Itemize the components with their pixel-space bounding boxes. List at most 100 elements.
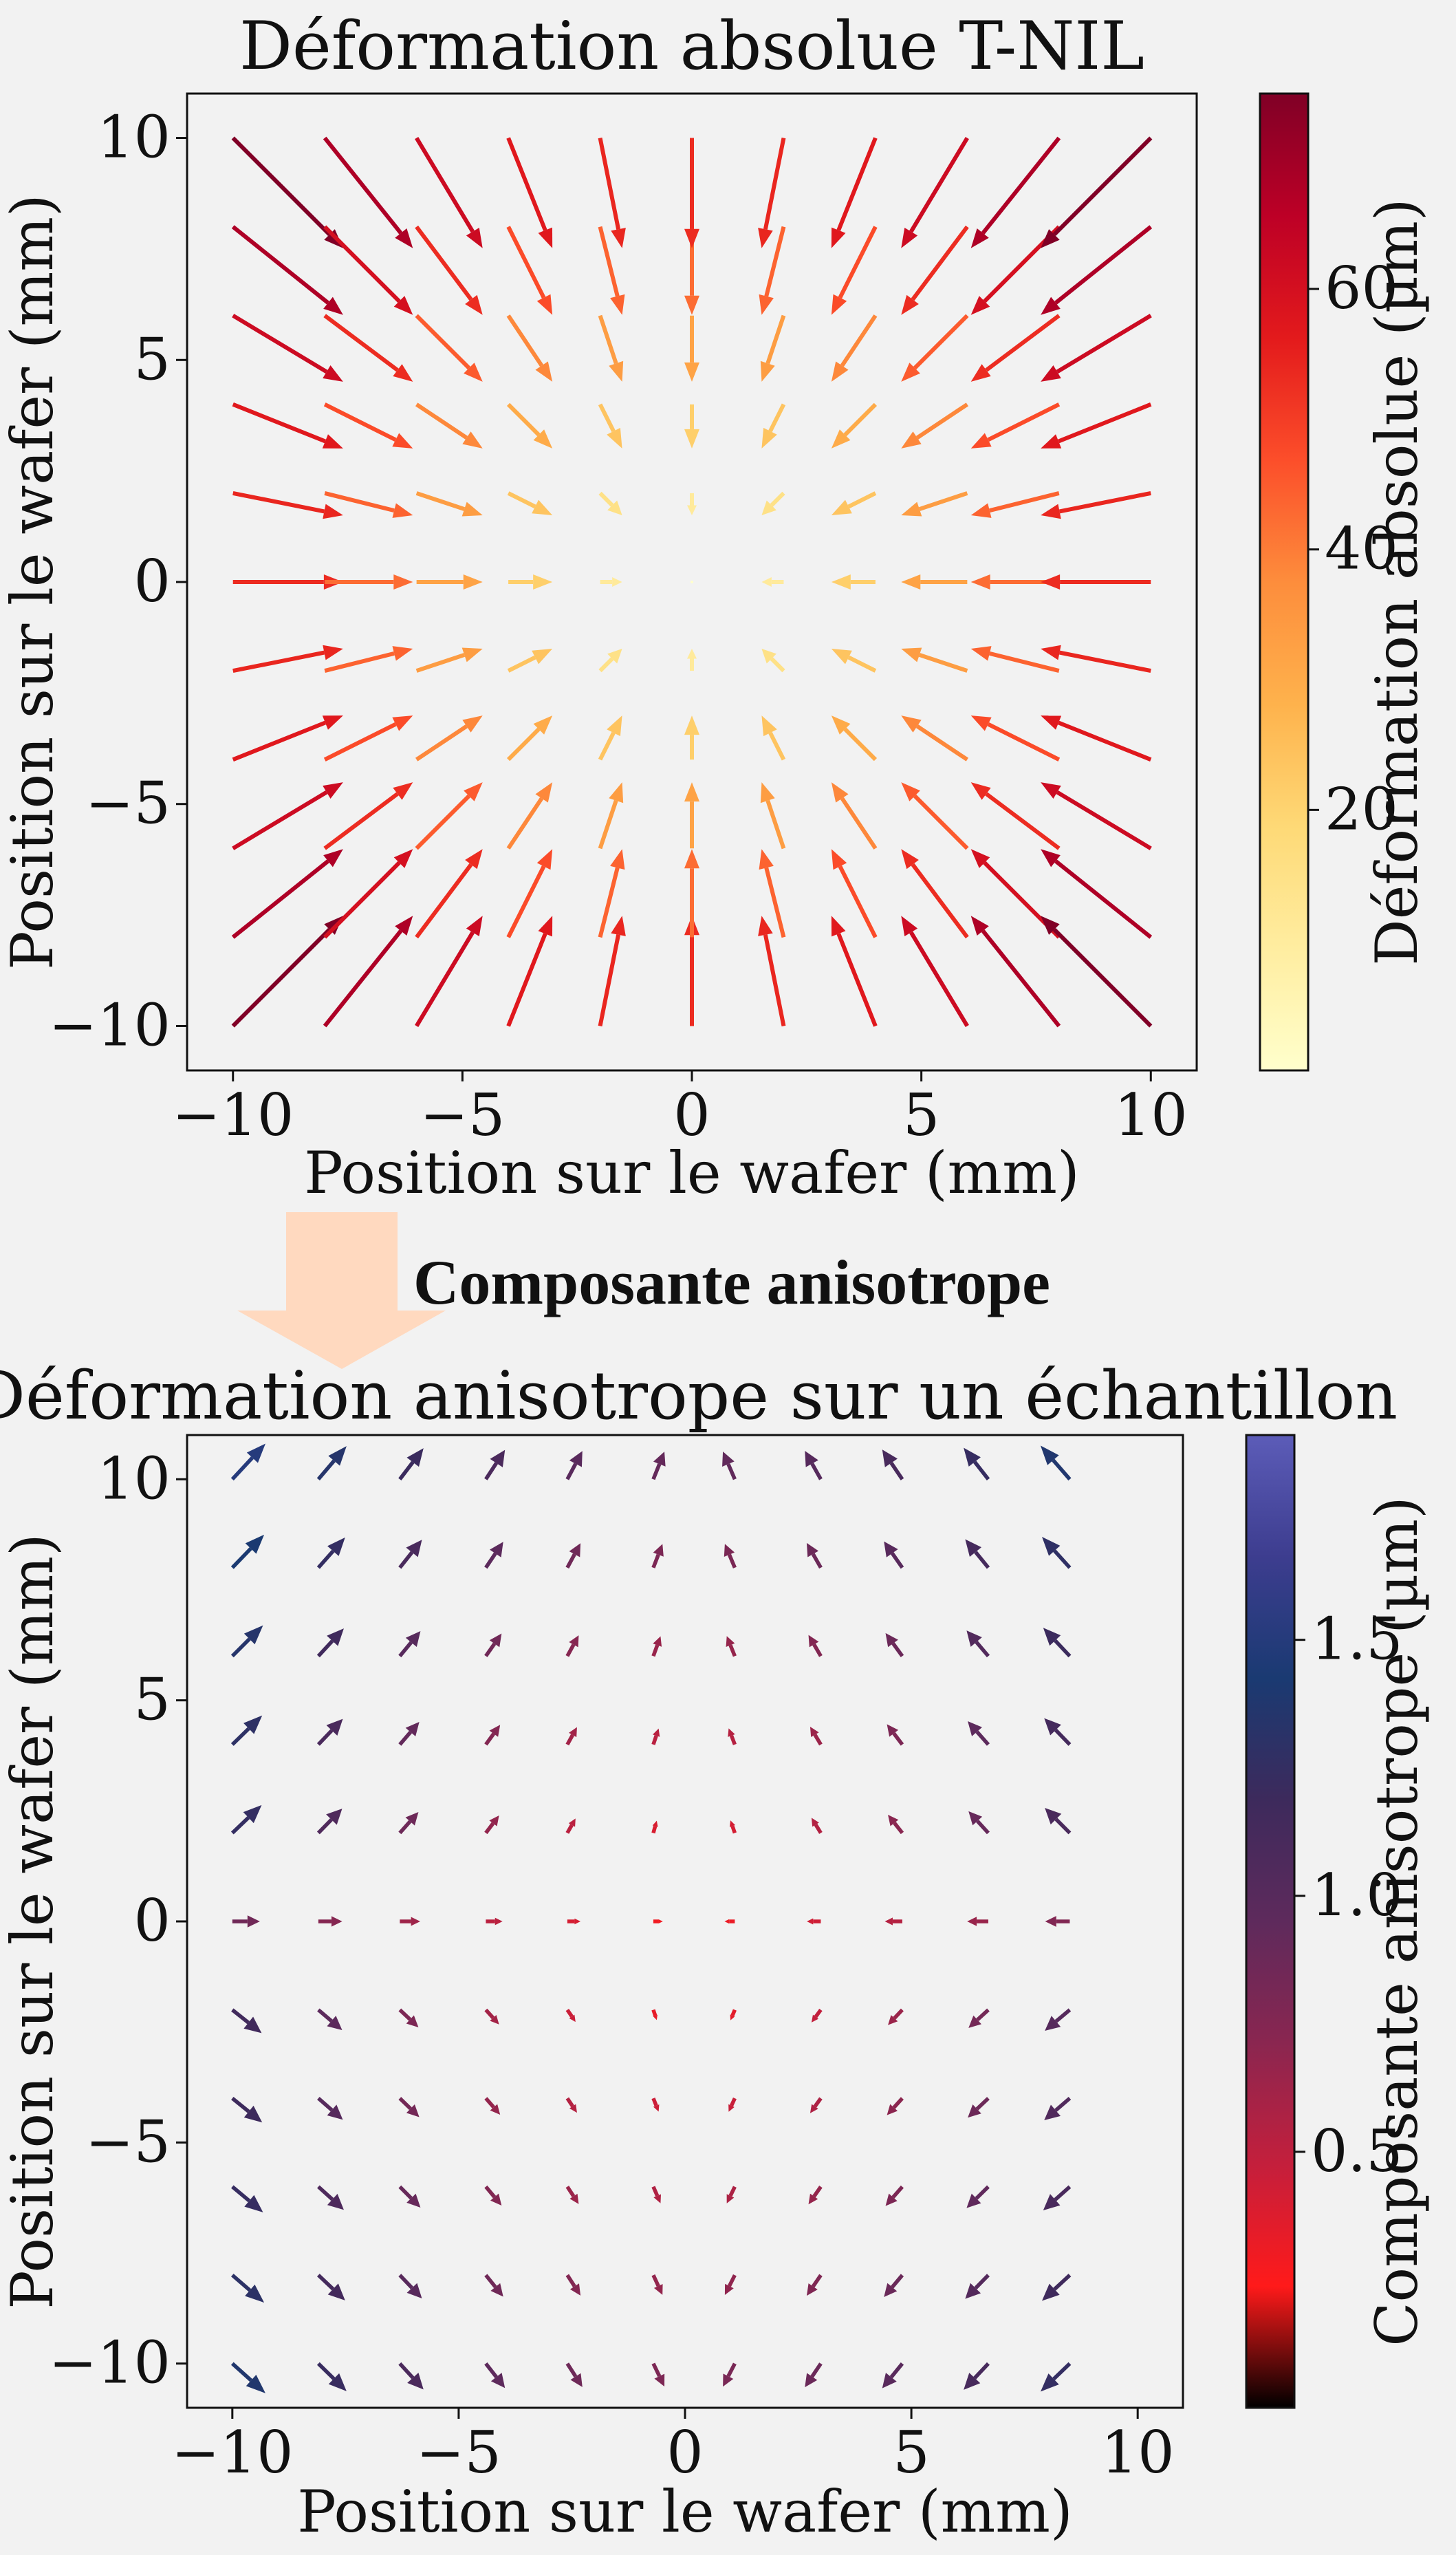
vector-arrow <box>970 646 1060 673</box>
vector-arrow <box>232 490 343 519</box>
down-arrow-icon <box>237 1212 446 1369</box>
vector-arrow <box>565 2186 579 2204</box>
vector-arrow <box>316 2274 345 2300</box>
annotation-label: Composante anisotrope <box>413 1247 1050 1317</box>
vector-arrow <box>323 402 413 449</box>
vector-arrow <box>323 225 413 315</box>
vector-arrow <box>970 136 1061 248</box>
x-tick-label: 0 <box>673 1081 710 1149</box>
vector-arrow <box>728 1728 737 1745</box>
vector-arrow <box>323 715 413 762</box>
bottom-panel: Déformation anisotrope sur un échantillo… <box>0 1357 1431 2545</box>
vector-arrow <box>758 916 786 1027</box>
vector-arrow <box>686 493 697 515</box>
vector-arrow <box>811 2008 823 2023</box>
vector-arrow <box>888 2008 904 2025</box>
vector-arrow <box>398 2097 420 2117</box>
vector-arrow <box>508 574 553 590</box>
vector-arrow <box>316 2362 347 2391</box>
vector-arrow <box>729 1820 737 1834</box>
vector-arrow <box>316 1718 343 1746</box>
x-tick-label: −5 <box>416 2419 501 2486</box>
vector-arrow <box>1040 2362 1072 2392</box>
vector-arrow <box>811 1818 823 1834</box>
x-tick-label: 10 <box>1101 2419 1175 2486</box>
vector-arrow <box>231 849 343 939</box>
vector-arrow <box>415 849 483 939</box>
vector-arrow <box>805 1450 823 1480</box>
vector-arrow <box>316 1628 344 1658</box>
vector-arrow <box>651 1728 660 1745</box>
vector-arrow <box>651 2098 660 2112</box>
vector-arrow <box>967 1917 988 1926</box>
vector-arrow <box>651 2009 658 2020</box>
top-ylabel: Position sur le wafer (mm) <box>0 194 66 969</box>
vector-arrow <box>760 314 786 382</box>
vector-arrow <box>966 2185 990 2208</box>
vector-arrow <box>565 2008 576 2023</box>
bottom-colorbar-label: Composante anisotrope (µm) <box>1363 1496 1431 2346</box>
vector-arrow <box>232 314 343 382</box>
vector-arrow <box>507 649 553 673</box>
vector-arrow <box>651 1452 666 1480</box>
vector-arrow <box>968 2008 990 2028</box>
vector-arrow <box>759 849 786 938</box>
vector-arrow <box>324 490 413 518</box>
vector-arrow <box>598 649 622 673</box>
vector-arrow <box>831 226 878 315</box>
vector-arrow <box>651 1544 664 1568</box>
vector-arrow <box>598 715 622 761</box>
vector-arrow <box>901 647 968 673</box>
x-tick-label: 0 <box>666 2419 703 2486</box>
vector-arrow <box>598 403 622 449</box>
y-tick-label: −10 <box>49 2329 171 2397</box>
x-tick-label: 5 <box>893 2419 929 2486</box>
vector-arrow <box>831 314 878 382</box>
vector-arrow <box>415 402 483 449</box>
vector-arrow <box>901 574 968 590</box>
colorbar-tick-label: 1.0 <box>1311 1862 1403 1929</box>
vector-arrow <box>1043 1628 1072 1658</box>
vector-arrow <box>761 715 786 761</box>
vector-arrow <box>415 715 483 762</box>
vector-arrow <box>398 1811 419 1835</box>
vector-arrow <box>901 402 969 449</box>
vector-arrow <box>724 1919 735 1924</box>
vector-arrow <box>231 2185 263 2212</box>
bottom-ylabel: Position sur le wafer (mm) <box>0 1533 66 2309</box>
vector-arrow <box>230 1715 263 1746</box>
vector-arrow <box>901 916 969 1027</box>
vector-arrow <box>882 2362 904 2389</box>
vector-arrow <box>398 1630 421 1658</box>
vector-arrow <box>885 1632 904 1657</box>
vector-arrow <box>831 715 878 762</box>
vector-arrow <box>653 1919 663 1924</box>
vector-arrow <box>232 715 343 762</box>
vector-arrow <box>231 916 343 1028</box>
vector-arrow <box>317 2097 343 2120</box>
vector-arrow <box>565 1818 576 1834</box>
bottom-plot-area <box>186 1434 1184 2409</box>
vector-arrow <box>1041 645 1151 673</box>
vector-arrow <box>806 1542 823 1569</box>
vector-arrow <box>400 1917 420 1926</box>
vector-arrow <box>324 646 413 673</box>
vector-arrow <box>966 1630 990 1658</box>
y-tick-label: 0 <box>134 1887 171 1954</box>
vector-arrow <box>968 1811 990 1835</box>
vector-arrow <box>484 2008 499 2025</box>
vector-arrow <box>598 782 624 850</box>
vector-arrow <box>565 2274 581 2296</box>
vector-arrow <box>506 137 553 248</box>
bottom-colorbar-ticks: 0.5 1.0 1.5 <box>1294 1606 1403 2185</box>
vector-arrow <box>684 715 699 760</box>
vector-arrow <box>759 226 786 315</box>
vector-arrow <box>231 225 343 315</box>
vector-arrow <box>884 2274 904 2297</box>
vector-arrow <box>807 1918 821 1925</box>
bottom-xlabel: Position sur le wafer (mm) <box>297 2478 1072 2545</box>
bottom-colorbar <box>1245 1434 1296 2409</box>
vector-arrow <box>724 2274 737 2296</box>
vector-arrow <box>230 1534 265 1569</box>
vector-arrow <box>484 2185 502 2206</box>
